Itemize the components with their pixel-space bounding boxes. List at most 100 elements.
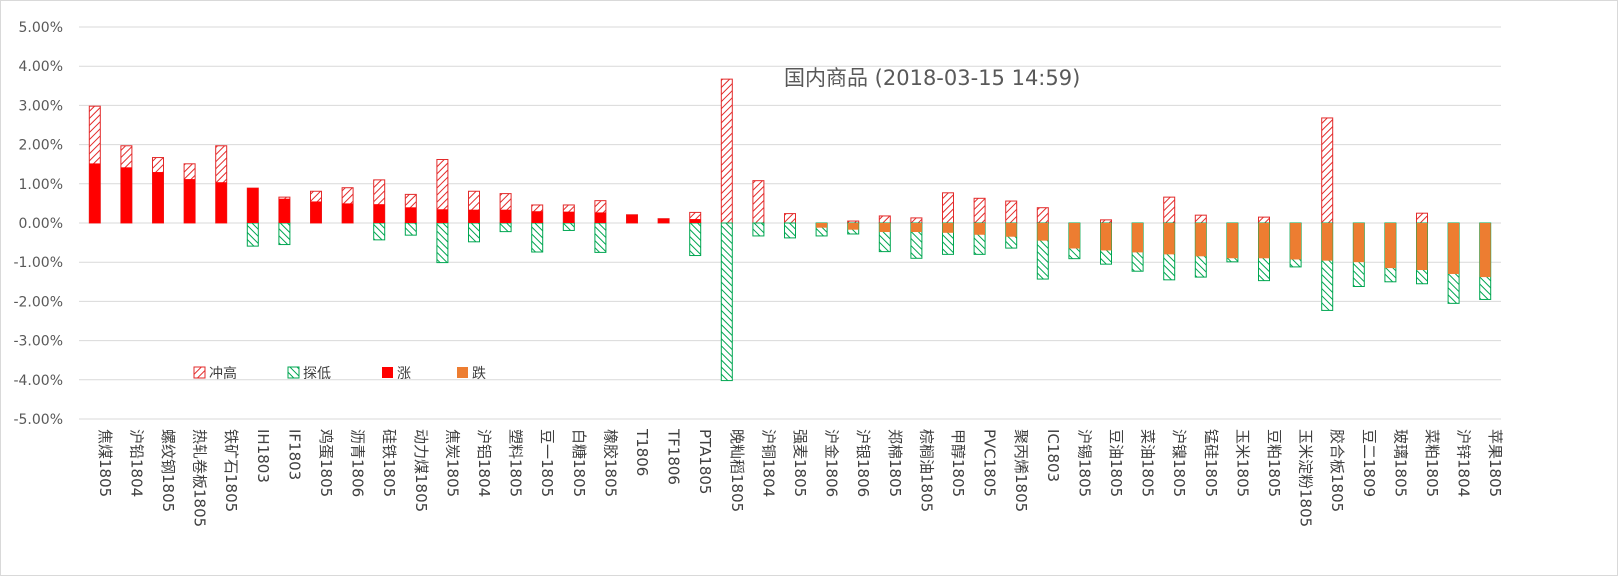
bar-die [1163,223,1175,255]
bar-tandi [373,222,386,241]
y-tick-label: 2.00% [19,138,63,154]
bar-die [974,223,986,235]
x-category-label: 菜粕1805 [1423,429,1441,497]
x-category-label: 甲醇1805 [949,429,967,497]
bar-chonggao [1321,117,1334,224]
bar-chonggao [1194,214,1207,224]
bar-tandi [531,222,544,253]
x-category-label: PTA1805 [696,429,714,494]
bar-chonggao [1163,196,1176,224]
y-tick-label: 3.00% [19,98,63,114]
x-category-label: 苹果1805 [1486,429,1504,497]
x-category-label: 玉米淀粉1805 [1297,429,1315,527]
x-category-label: 白糖1805 [570,429,588,497]
bar-die [1258,223,1270,259]
x-category-label: TF1806 [665,428,683,485]
bar-die [1479,223,1491,278]
bar-tandi [499,222,512,233]
x-category-label: 动力煤1805 [412,429,430,512]
bar-chonggao [784,213,796,224]
bar-tandi [689,222,702,257]
bar-die [1353,223,1365,263]
legend-label: 涨 [397,366,411,382]
bar-tandi [404,222,417,236]
bar-zhang [626,214,638,223]
bar-chonggao [1036,207,1049,224]
bar-die [816,223,828,228]
bar-die [942,223,954,233]
bar-zhang [184,179,196,223]
x-category-label: 硅铁1805 [380,429,398,497]
x-category-label: IH1803 [254,429,272,483]
bar-zhang [563,211,575,223]
bar-tandi [246,222,259,247]
bar-tandi [278,222,291,246]
bar-zhang [405,207,417,223]
bar-zhang [247,188,259,223]
bar-die [1226,223,1238,259]
bar-zhang [373,204,385,223]
bar-zhang [278,198,290,223]
x-category-label: 豆二1809 [1360,429,1378,497]
x-category-label: 塑料1805 [507,429,525,497]
x-category-label: 沥青1806 [349,429,367,497]
x-category-label: 聚丙烯1805 [1012,429,1030,512]
x-category-label: 沪镍1805 [1170,429,1188,497]
x-category-label: 沪锌1804 [1455,429,1473,497]
x-category-label: 沪锡1805 [1075,429,1093,497]
legend-swatch [382,367,393,378]
x-category-label: 鸡蛋1805 [317,429,335,497]
bar-zhang [215,182,227,223]
x-category-label: 豆粕1805 [1265,429,1283,497]
x-category-label: 晚籼稻1805 [728,429,746,512]
bar-chonggao [720,78,733,224]
bar-die [1195,223,1207,257]
x-category-label: 玉米1805 [1233,429,1251,497]
y-tick-label: -5.00% [13,412,63,428]
x-category-label: 豆一1805 [538,429,556,497]
bar-chonggao [973,197,986,224]
x-category-label: 沪铜1804 [759,429,777,497]
x-category-label: 沪银1806 [854,429,872,497]
x-category-label: IF1803 [285,429,303,480]
bar-die [1068,223,1080,249]
bar-tandi [562,222,575,231]
x-category-label: PVC1805 [981,429,999,497]
bar-die [1448,223,1460,274]
x-category-label: 豆油1805 [1107,429,1125,497]
bar-chonggao [1258,216,1270,224]
bar-die [1290,223,1302,260]
bar-zhang [342,203,354,223]
bar-die [1416,223,1428,271]
chart-legend: 冲高 探低 涨 跌 [193,365,486,382]
bar-tandi [720,222,733,382]
bar-chonggao [1416,212,1428,224]
bar-die [1321,223,1333,261]
x-category-label: 螺纹钢1805 [159,429,177,512]
bar-zhang [468,209,480,223]
y-tick-label: 4.00% [19,59,63,75]
legend-swatch [287,366,300,379]
x-category-label: 胶合板1805 [1328,429,1346,512]
x-category-label: 玻璃1805 [1391,429,1409,497]
bar-tandi [752,222,765,237]
x-category-label: 沪金1806 [823,429,841,497]
bar-zhang [120,167,132,223]
legend-swatch [193,366,206,379]
bar-zhang [689,219,701,223]
bar-zhang [658,218,670,223]
bar-die [1037,223,1049,241]
bar-die [1384,223,1396,269]
bar-chonggao [1005,200,1018,224]
y-tick-label: 0.00% [19,216,63,232]
bar-tandi [594,222,607,253]
y-tick-label: 1.00% [19,177,63,193]
bar-die [1005,223,1017,237]
x-category-label: IC1803 [1044,429,1062,482]
x-category-label: 沪铝1804 [475,429,493,497]
bar-zhang [152,172,164,223]
x-category-label: 锰硅1805 [1202,429,1220,497]
x-category-label: 菜油1805 [1139,429,1157,497]
